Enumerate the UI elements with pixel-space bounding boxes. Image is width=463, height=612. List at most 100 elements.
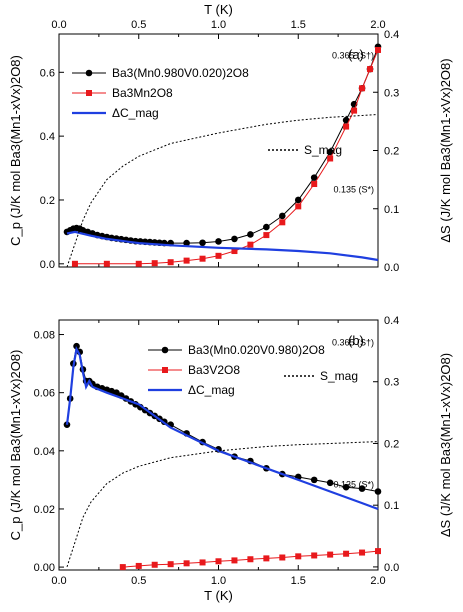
data-point [279,219,286,226]
data-point [279,554,286,561]
data-point [151,260,158,267]
legend-marker [86,90,92,96]
legend-label: S_mag [304,143,342,157]
legend-label: ΔC_mag [188,383,235,397]
data-point [359,549,366,556]
y-tick-label: 0.06 [34,388,55,400]
data-point [327,155,334,162]
y2-tick-label: 0.3 [384,87,399,99]
data-point [183,239,190,247]
legend-label: S_mag [320,369,358,383]
data-point [311,181,318,188]
y-axis-label: C_p (J/K mol Ba3(Mn1-xVx)2O8) [8,350,23,541]
data-point [263,232,270,239]
x-tick-label: 0.5 [131,575,146,587]
x-axis-label: T (K) [204,588,233,603]
y2-tick-label: 0.4 [384,315,399,327]
y-tick-label: 0.6 [40,67,55,79]
y2-axis-label: ΔS (J/K mol Ba3(Mn1-xVx)2O8) [438,58,453,242]
data-point [135,260,142,267]
plot-frame [58,319,379,571]
data-point [247,231,254,238]
y-tick-label: 0.4 [40,131,55,143]
legend-marker [85,69,93,77]
x-axis-label-top: T (K) [204,2,233,17]
data-point [263,555,270,562]
x-tick-label: 0.0 [51,575,66,587]
data-point [231,557,238,564]
y-tick-label: 0.04 [34,446,55,458]
data-point [343,123,350,130]
x-tick-label: 1.5 [291,575,306,587]
x-tick-label: 2.0 [370,575,385,587]
legend: Ba3(Mn0.980V0.020)2O8 Ba3Mn2O8 ΔC_mag S_mag [72,66,342,157]
data-point [327,551,334,558]
y2-tick-label: 0.1 [384,500,399,512]
y2-tick-label: 0.2 [384,146,399,158]
y-tick-label: 0.0 [40,259,55,271]
data-point [215,252,222,259]
data-point [247,241,254,248]
x-tick-label-top: 2.0 [370,19,385,31]
y-tick-label: 0.00 [34,562,55,574]
legend-marker [162,367,168,373]
y2-tick-label: 0.4 [384,29,399,41]
data-point [263,223,270,231]
y2-tick-label: 0.2 [384,438,399,450]
legend-label: Ba3(Mn0.020V0.980)2O8 [188,343,325,357]
x-tick-label-top: 0.0 [51,19,66,31]
data-point [359,85,366,92]
data-point [279,212,286,220]
annotation-label: 0.135 (S*) [333,480,374,490]
data-point [374,488,382,495]
y-tick-label: 0.2 [40,195,55,207]
data-point [310,174,318,181]
y2-tick-label: 0.0 [384,262,399,274]
y-tick-label: 0.08 [34,330,55,342]
data-point [343,550,350,557]
data-point [342,116,350,124]
data-point [231,248,238,255]
data-point [326,479,334,487]
series-line [66,441,379,568]
data-point [326,148,334,156]
legend-label: Ba3(Mn0.980V0.020)2O8 [112,66,249,80]
y2-tick-label: 0.1 [384,204,399,216]
data-point [367,66,374,73]
data-point [295,203,302,210]
data-point [311,552,318,559]
data-point [215,238,222,245]
y2-tick-label: 0.3 [384,377,399,389]
data-point [135,562,142,569]
data-point [295,553,302,560]
data-point [119,564,126,571]
data-point [375,46,381,53]
data-point [231,235,238,243]
panel-label: (a) [348,47,364,62]
legend: Ba3(Mn0.020V0.980)2O8 Ba3V2O8 ΔC_mag S_mag [148,343,358,397]
data-point [71,260,78,267]
annotation-label: 0.365 (S†) [332,50,374,60]
legend-label: Ba3Mn2O8 [112,86,173,100]
panel-b: 0.0 0.5 1.0 1.5 2.0 T (K) 0.00 0.02 0.04 0.06 0.08… [8,315,453,603]
x-tick-label-top: 1.5 [291,19,306,31]
data-point [351,107,358,114]
data-point [151,561,158,568]
y2-axis-label: ΔS (J/K mol Ba3(Mn1-xVx)2O8) [438,353,453,537]
data-point [375,548,381,555]
data-point [199,255,206,262]
data-point [73,342,80,350]
data-point [199,559,206,566]
data-point [342,483,350,491]
x-tick-label: 1.0 [211,575,226,587]
annotation-label: 0.135 (S*) [333,184,374,194]
x-tick-label-top: 0.5 [131,19,146,31]
data-point [167,561,174,568]
data-point [358,485,366,492]
series-line [66,113,379,268]
data-point [167,259,174,266]
y-axis-label: C_p (J/K mol Ba3(Mn1-xVx)2O8) [8,55,23,246]
annotation-label: 0.365 (S†) [332,338,374,348]
series-line [65,345,379,511]
